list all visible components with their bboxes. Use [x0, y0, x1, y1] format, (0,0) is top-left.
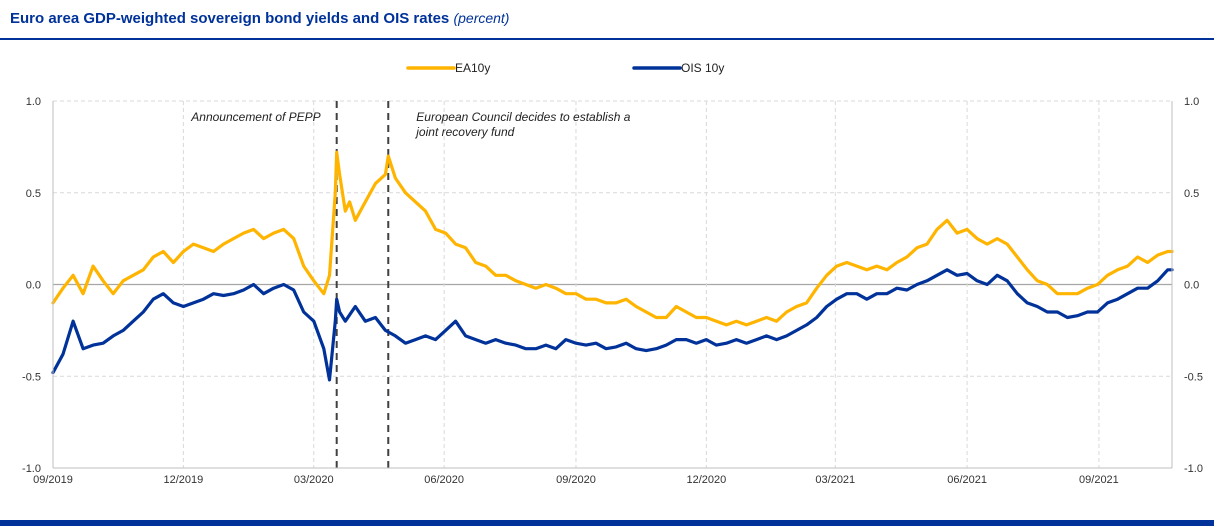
x-tick-label: 12/2020 [686, 474, 726, 486]
x-tick-label: 03/2020 [294, 474, 334, 486]
y-tick-label-right: 0.0 [1184, 280, 1199, 292]
chart-title-main: Euro area GDP-weighted sovereign bond yi… [10, 10, 450, 27]
annotation-pepp: Announcement of PEPP [190, 110, 320, 124]
x-tick-label: 09/2020 [556, 474, 596, 486]
y-tick-label-left: 0.5 [26, 188, 41, 200]
x-tick-label: 06/2021 [947, 474, 987, 486]
y-tick-label-right: -1.0 [1184, 463, 1203, 475]
y-tick-label-right: -0.5 [1184, 371, 1203, 383]
y-tick-label-left: 1.0 [26, 96, 41, 108]
chart-title: Euro area GDP-weighted sovereign bond yi… [10, 10, 509, 27]
x-tick-label: 03/2021 [815, 474, 855, 486]
line-chart: Announcement of PEPP European Council dec… [22, 61, 1203, 486]
series-line-ois-10y [51, 268, 1174, 382]
x-tick-label: 09/2021 [1079, 474, 1119, 486]
title-underline [0, 38, 1214, 40]
y-tick-label-left: -0.5 [22, 371, 41, 383]
legend-label: EA10y [455, 61, 490, 75]
x-tick-label: 09/2019 [33, 474, 73, 486]
footer-rule [0, 520, 1214, 526]
y-tick-label-right: 1.0 [1184, 96, 1199, 108]
chart-title-unit: (percent) [453, 10, 510, 26]
y-tick-label-left: 0.0 [26, 280, 41, 292]
grid [52, 100, 1172, 469]
series-line-ea10y [51, 150, 1174, 327]
x-tick-label: 06/2020 [424, 474, 464, 486]
y-tick-label-left: -1.0 [22, 463, 41, 475]
legend-label: OIS 10y [681, 61, 724, 75]
axes: 1.0 1.00.5 0.50.0 0.0-0.5 -0.5-1.0 -1.009/201… [22, 96, 1203, 486]
x-tick-label: 12/2019 [164, 474, 204, 486]
series-lines [51, 150, 1174, 382]
y-tick-label-right: 0.5 [1184, 188, 1199, 200]
legend: EA10y OIS 10y [406, 61, 724, 75]
